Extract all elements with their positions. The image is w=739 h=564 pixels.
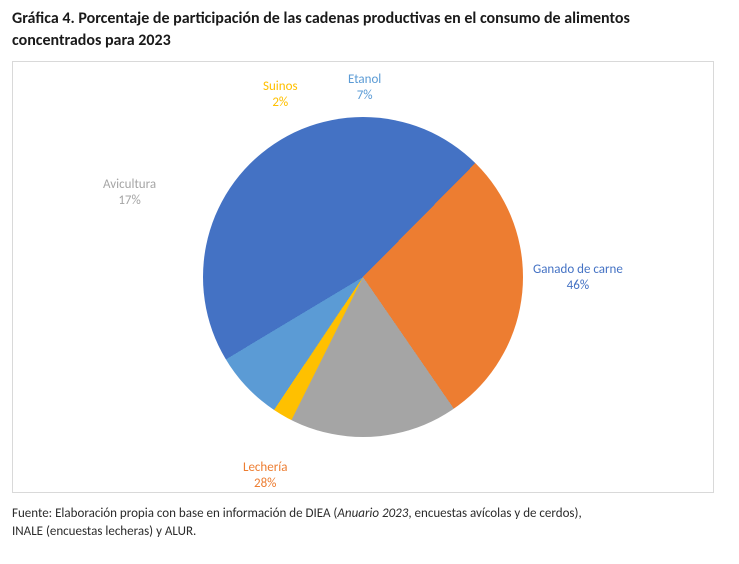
- footer-text-italic: Anuario 2023: [337, 506, 408, 521]
- page: Gráfica 4. Porcentaje de participación d…: [0, 0, 739, 564]
- label-pct: 17%: [103, 193, 156, 209]
- label-text: Ganado de carne: [533, 262, 623, 278]
- label-pct: 7%: [348, 88, 381, 104]
- slice-label-lecheria: Lechería 28%: [243, 460, 287, 491]
- slice-label-ganado: Ganado de carne 46%: [533, 262, 623, 293]
- label-text: Avicultura: [103, 177, 156, 193]
- title-line-1: Gráfica 4. Porcentaje de participación d…: [12, 9, 630, 28]
- title-line-2: concentrados para 2023: [12, 31, 171, 50]
- label-pct: 2%: [263, 95, 298, 111]
- footer-text-pre: Fuente: Elaboración propia con base en i…: [12, 506, 337, 521]
- label-text: Lechería: [243, 460, 287, 476]
- source-footer: Fuente: Elaboración propia con base en i…: [12, 505, 727, 541]
- label-pct: 28%: [243, 476, 287, 492]
- label-text: Etanol: [348, 72, 381, 88]
- footer-text-line2: INALE (encuestas lecheras) y ALUR.: [12, 524, 196, 539]
- slice-label-avicultura: Avicultura 17%: [103, 177, 156, 208]
- pie-chart: [203, 117, 523, 437]
- footer-text-mid: , encuestas avícolas y de cerdos),: [408, 506, 581, 521]
- slice-label-etanol: Etanol 7%: [348, 72, 381, 103]
- pie-slices: [203, 117, 523, 437]
- label-text: Suinos: [263, 79, 298, 95]
- chart-frame: Ganado de carne 46% Lechería 28% Avicult…: [12, 61, 714, 493]
- slice-label-suinos: Suinos 2%: [263, 79, 298, 110]
- label-pct: 46%: [533, 278, 623, 294]
- chart-title: Gráfica 4. Porcentaje de participación d…: [12, 8, 727, 51]
